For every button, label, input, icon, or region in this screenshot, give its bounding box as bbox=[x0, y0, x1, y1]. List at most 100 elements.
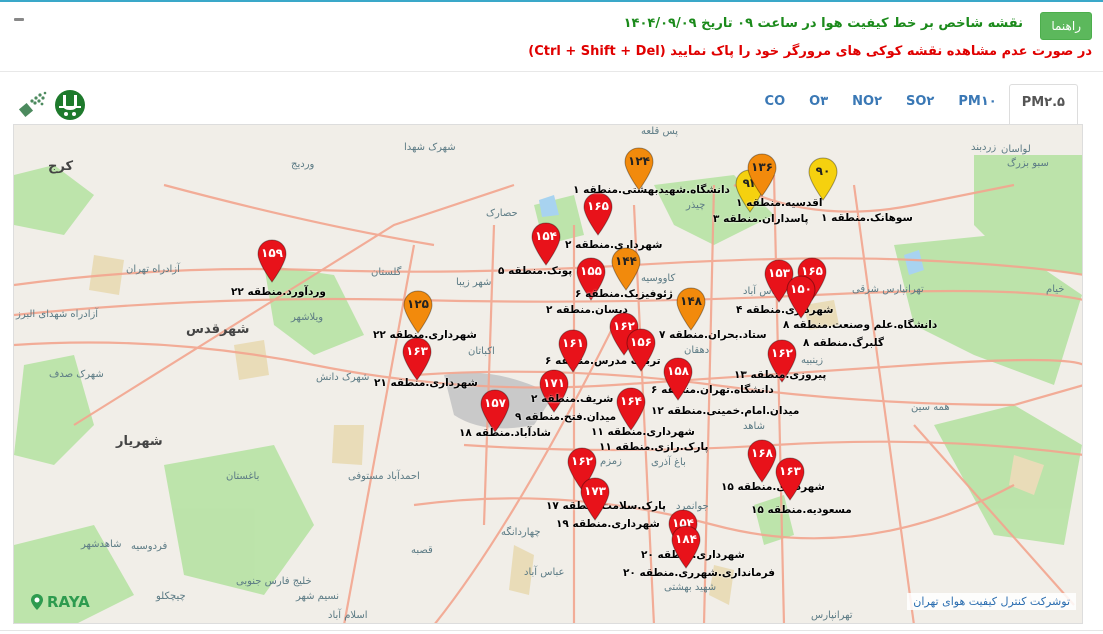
station-marker[interactable]: ۱۵۶ bbox=[626, 328, 656, 372]
station-label: سوهانک.منطقه ۱ bbox=[821, 212, 913, 224]
map-pin-icon bbox=[764, 259, 794, 303]
station-marker[interactable]: ۱۶۲ bbox=[609, 312, 639, 356]
station-label: دانشگاه.شهیدبهشتی.منطقه ۱ bbox=[573, 184, 730, 196]
station-marker[interactable]: ۱۵۳ bbox=[764, 259, 794, 303]
station-marker[interactable]: ۱۴۸ bbox=[676, 287, 706, 331]
tab-co[interactable]: CO bbox=[764, 94, 786, 109]
station-marker[interactable]: ۱۵۸ bbox=[663, 357, 693, 401]
place-label: شهرقدس bbox=[186, 322, 250, 337]
air-quality-logo-icon bbox=[18, 91, 47, 118]
station-marker[interactable]: ۱۶۴ bbox=[616, 387, 646, 431]
station-marker[interactable]: ۹۰ bbox=[808, 157, 838, 201]
aqi-value: ۱۶۵ bbox=[801, 264, 823, 278]
station-marker[interactable]: ۱۲۴ bbox=[624, 147, 654, 191]
tab-pm10[interactable]: PM۱۰ bbox=[958, 94, 997, 109]
map-pin-icon bbox=[257, 239, 287, 283]
station-marker[interactable]: ۱۶۸ bbox=[747, 439, 777, 483]
place-label: شاهد bbox=[743, 421, 765, 432]
place-label: شهرک صدف bbox=[49, 369, 104, 380]
aqi-value: ۱۶۲ bbox=[613, 319, 635, 333]
station-marker[interactable]: ۱۵۵ bbox=[576, 257, 606, 301]
map-pin-icon bbox=[671, 525, 701, 569]
place-label: خیام bbox=[1046, 284, 1065, 295]
station-marker[interactable]: ۱۶۱ bbox=[558, 329, 588, 373]
place-label: چهاردانگه bbox=[501, 527, 541, 538]
place-label: شهرک دانش bbox=[316, 372, 370, 383]
station-marker[interactable]: ۱۴۴ bbox=[611, 247, 641, 291]
tab-so2[interactable]: SO۲ bbox=[906, 94, 935, 109]
aqi-value: ۱۶۲ bbox=[771, 346, 793, 360]
aqi-value: ۱۶۲ bbox=[571, 454, 593, 468]
map-pin-icon bbox=[611, 247, 641, 291]
station-marker[interactable]: ۱۶۲ bbox=[767, 339, 797, 383]
raya-logo: RAYA bbox=[30, 593, 90, 611]
map-pin-icon bbox=[480, 389, 510, 433]
attribution-link[interactable]: توشرکت کنترل کیفیت هوای تهران bbox=[907, 593, 1076, 610]
station-marker[interactable]: ۱۶۵ bbox=[583, 192, 613, 236]
map-pin-icon bbox=[531, 222, 561, 266]
aqi-value: ۹۰ bbox=[815, 164, 831, 178]
station-marker[interactable]: ۱۶۳ bbox=[775, 457, 805, 501]
aqi-value: ۱۶۵ bbox=[587, 199, 609, 213]
station-label: شادآباد.منطقه ۱۸ bbox=[459, 427, 551, 439]
station-label: دانشگاه.علم وصنعت.منطقه ۸ bbox=[783, 319, 938, 331]
raya-text: RAYA bbox=[47, 593, 90, 611]
map-pin-icon bbox=[402, 337, 432, 381]
map-pin-icon bbox=[676, 287, 706, 331]
aqi-value: ۱۵۹ bbox=[261, 246, 283, 260]
map-pin-icon bbox=[576, 257, 606, 301]
bottom-border bbox=[0, 630, 1103, 631]
station-marker[interactable]: ۱۳۶ bbox=[747, 153, 777, 197]
station-label: ژئوفیزیک.منطقه ۶ bbox=[575, 288, 673, 300]
station-marker[interactable]: ۱۷۱ bbox=[539, 369, 569, 413]
place-label: زینبیه bbox=[801, 355, 824, 366]
place-label: احمدآباد مستوفی bbox=[348, 471, 420, 482]
page-title: نقشه شاخص بر خط کیفیت هوا در ساعت ۰۹ تار… bbox=[623, 16, 1023, 31]
collapse-icon[interactable] bbox=[14, 18, 24, 21]
station-marker[interactable]: ۱۶۳ bbox=[402, 337, 432, 381]
station-label: پاسداران.منطقه ۳ bbox=[713, 213, 809, 225]
place-label: دهقان bbox=[684, 345, 710, 356]
map-pin-icon bbox=[797, 257, 827, 301]
tab-o3[interactable]: O۳ bbox=[809, 94, 829, 109]
station-marker[interactable]: ۱۵۷ bbox=[480, 389, 510, 433]
place-label: لواسان bbox=[1001, 144, 1031, 155]
station-marker[interactable]: ۱۶۵ bbox=[797, 257, 827, 301]
pollutant-tabs: PM۲.۵ PM۱۰ SO۲ NO۲ O۳ CO bbox=[753, 84, 1078, 124]
tab-pm25[interactable]: PM۲.۵ bbox=[1008, 84, 1078, 124]
map-pin-icon bbox=[609, 312, 639, 356]
place-label: جوانمرد bbox=[676, 501, 709, 512]
station-marker[interactable]: ۱۵۹ bbox=[257, 239, 287, 283]
station-label: شریف.منطقه ۲ bbox=[531, 393, 614, 405]
station-label: اقدسیه.منطقه ۱ bbox=[736, 197, 823, 209]
place-label: نسیم شهر bbox=[296, 591, 340, 602]
station-label: پیروزی.منطقه ۱۳ bbox=[734, 369, 827, 381]
aqi-value: ۱۶۸ bbox=[751, 446, 773, 460]
station-marker[interactable]: ۱۵۰ bbox=[786, 275, 816, 319]
place-label: اسلام آباد bbox=[328, 610, 368, 621]
air-quality-map[interactable]: کرج شهرک شهدا وردیج پس قلعه زردبند لواسان سبو … bbox=[13, 124, 1083, 624]
place-label: باغستان bbox=[226, 471, 260, 482]
station-label: ستاد.بحران.منطقه ۷ bbox=[659, 329, 767, 341]
aqi-value: ۱۶۳ bbox=[779, 464, 801, 478]
station-label: شهرداری.منطقه ۲ bbox=[565, 239, 663, 251]
place-label: عباس آباد bbox=[743, 286, 784, 297]
station-marker[interactable]: ۱۲۵ bbox=[403, 290, 433, 334]
map-pin-icon bbox=[786, 275, 816, 319]
map-pin-icon bbox=[616, 387, 646, 431]
map-pin-icon bbox=[539, 369, 569, 413]
station-label: شهرداری.منطقه ۴ bbox=[736, 304, 834, 316]
place-label: شهریار bbox=[116, 434, 163, 449]
help-button[interactable]: راهنما bbox=[1040, 12, 1092, 40]
station-marker[interactable]: ۱۸۴ bbox=[671, 525, 701, 569]
map-pin-icon bbox=[31, 594, 43, 610]
aqi-value: ۱۵۰ bbox=[790, 282, 812, 296]
aqi-value: ۱۶۳ bbox=[406, 344, 428, 358]
station-marker[interactable]: ۱۷۳ bbox=[580, 477, 610, 521]
aqi-value: ۱۸۴ bbox=[675, 532, 697, 546]
station-label: دیسان.منطقه ۲ bbox=[546, 304, 628, 316]
map-pin-icon bbox=[558, 329, 588, 373]
place-label: آزادراه شهدای البرز bbox=[16, 309, 99, 320]
station-marker[interactable]: ۱۵۴ bbox=[531, 222, 561, 266]
tab-no2[interactable]: NO۲ bbox=[852, 94, 883, 109]
